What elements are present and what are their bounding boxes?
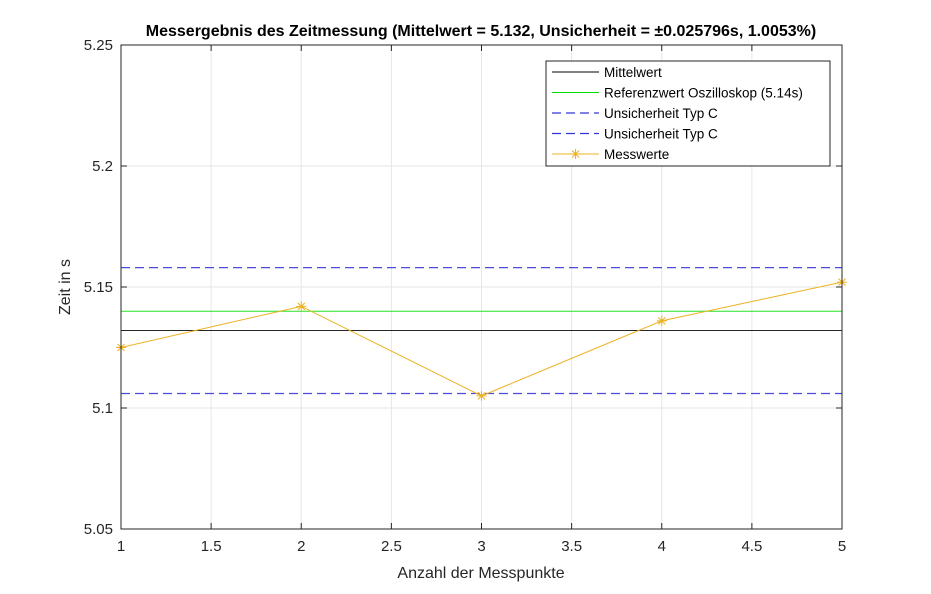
y-tick-label: 5.05 (84, 521, 113, 538)
legend-label-3: Unsicherheit Typ C (604, 127, 718, 142)
data-point-marker (656, 315, 667, 326)
y-axis-label: Zeit in s (57, 259, 74, 315)
legend-label-4: Messwerte (604, 147, 669, 162)
x-tick-label: 1.5 (201, 538, 222, 555)
legend-label-2: Unsicherheit Typ C (604, 106, 718, 121)
y-tick-label: 5.2 (92, 158, 113, 175)
data-point-marker (476, 390, 487, 401)
x-tick-label: 2.5 (381, 538, 402, 555)
x-axis: 1 1.5 2 2.5 3 3.5 4 4.5 5 (117, 45, 846, 555)
x-tick-label: 3 (477, 538, 485, 555)
y-axis: 5.05 5.1 5.15 5.2 5.25 (84, 37, 842, 538)
x-tick-label: 4.5 (741, 538, 762, 555)
x-tick-label: 4 (658, 538, 666, 555)
x-tick-label: 5 (838, 538, 846, 555)
legend-marker (570, 149, 581, 159)
x-tick-label: 1 (117, 538, 125, 555)
legend: Mittelwert Referenzwert Oszilloskop (5.14… (545, 60, 831, 167)
x-tick-label: 3.5 (561, 538, 582, 555)
y-tick-label: 5.25 (84, 37, 113, 54)
x-tick-label: 2 (297, 538, 305, 555)
y-tick-label: 5.1 (92, 400, 113, 417)
legend-label-0: Mittelwert (604, 65, 662, 80)
legend-box (545, 60, 831, 167)
series-layer (116, 266, 847, 401)
data-point-marker (296, 301, 307, 312)
legend-label-1: Referenzwert Oszilloskop (5.14s) (604, 86, 803, 101)
y-tick-label: 5.15 (84, 279, 113, 296)
chart-title: Messergebnis des Zeitmessung (Mittelwert… (146, 23, 816, 40)
x-axis-label: Anzahl der Messpunkte (397, 565, 564, 582)
